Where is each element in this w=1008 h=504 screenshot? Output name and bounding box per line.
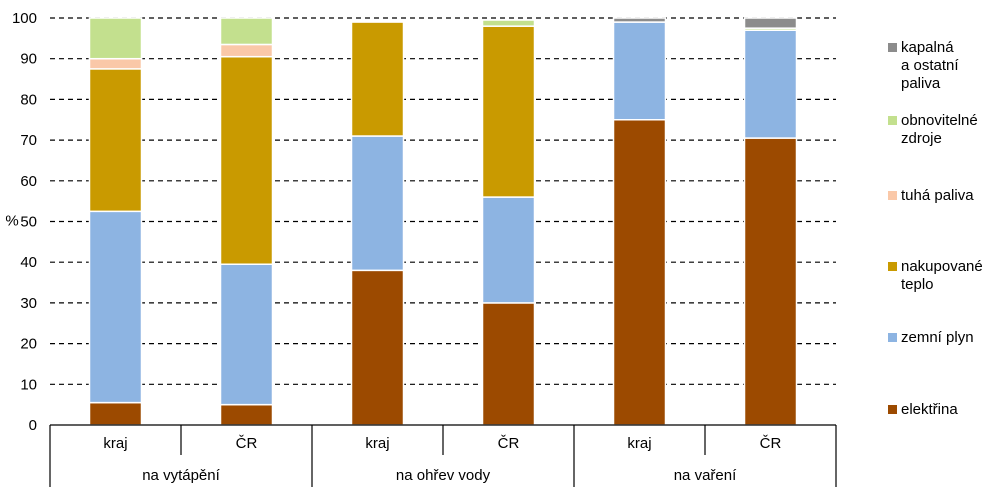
legend-item: nakupované teplo — [888, 258, 983, 293]
y-tick-label: 100 — [12, 10, 37, 27]
legend-item: zemní plyn — [888, 329, 974, 346]
x-tick-label: kraj — [365, 435, 389, 452]
bar-segment — [88, 401, 143, 426]
legend-label-line: obnovitelné — [901, 112, 978, 129]
bar-segment — [350, 135, 405, 272]
x-tick-label: kraj — [627, 435, 651, 452]
bar-segment — [219, 263, 274, 406]
legend-label: obnovitelné zdroje — [901, 112, 978, 147]
y-tick-label: 60 — [20, 173, 37, 190]
legend-label-line: elektřina — [901, 401, 958, 418]
group-label: na vytápění — [142, 467, 220, 484]
legend-label: tuhá paliva — [901, 187, 974, 204]
bar-segment — [219, 43, 274, 58]
bar-segment — [612, 21, 667, 121]
x-tick-label: ČR — [760, 435, 782, 452]
legend-label-line: zdroje — [901, 130, 942, 147]
bar-segment — [481, 19, 536, 27]
bars — [88, 17, 798, 426]
legend-label: kapalná a ostatní paliva — [901, 39, 959, 92]
bar-segment — [612, 119, 667, 426]
bar-segment — [612, 17, 667, 23]
group-label: na vaření — [674, 467, 737, 484]
legend-item: kapalná a ostatní paliva — [888, 39, 959, 92]
y-axis-label: % — [5, 213, 18, 230]
bar-segment — [219, 403, 274, 426]
x-axis — [49, 424, 837, 487]
bar-segment — [743, 137, 798, 426]
group-label: na ohřev vody — [396, 467, 491, 484]
bar-segment — [743, 29, 798, 139]
bar-segment — [219, 17, 274, 46]
legend-label-line: zemní plyn — [901, 329, 974, 346]
gridlines — [50, 17, 836, 385]
legend-label-line: paliva — [901, 75, 941, 92]
legend-label: zemní plyn — [901, 329, 974, 346]
x-tick-label: ČR — [498, 435, 520, 452]
legend-swatch — [888, 333, 897, 342]
bar-segment — [88, 17, 143, 60]
bar-segment — [481, 302, 536, 426]
y-tick-label: 20 — [20, 336, 37, 353]
bar-segment — [481, 196, 536, 304]
legend-item: tuhá paliva — [888, 187, 974, 204]
legend-label-line: tuhá paliva — [901, 187, 974, 204]
legend-swatch — [888, 43, 897, 52]
y-tick-label: 80 — [20, 91, 37, 108]
bar-segment — [743, 17, 798, 29]
legend-label: elektřina — [901, 401, 958, 418]
y-tick-label: 30 — [20, 295, 37, 312]
y-tick-label: 40 — [20, 254, 37, 271]
bar-segment — [88, 57, 143, 70]
x-tick-label: ČR — [236, 435, 258, 452]
bar-segment — [219, 55, 274, 265]
legend-item: elektřina — [888, 401, 958, 418]
bar-segment — [481, 25, 536, 198]
legend: kapalná a ostatní paliva obnovitelné zdroje t… — [888, 39, 983, 418]
legend-label-line: nakupované — [901, 258, 983, 275]
legend-item: obnovitelné zdroje — [888, 112, 978, 147]
x-tick-label: kraj — [103, 435, 127, 452]
legend-swatch — [888, 191, 897, 200]
bar-segment — [350, 21, 405, 137]
bar-segment — [88, 68, 143, 213]
y-tick-label: 50 — [20, 214, 37, 231]
bar-segment — [88, 210, 143, 404]
legend-swatch — [888, 405, 897, 414]
legend-swatch — [888, 116, 897, 125]
bar-segment — [350, 269, 405, 426]
y-tick-label: 70 — [20, 132, 37, 149]
legend-label-line: teplo — [901, 276, 934, 293]
legend-label: nakupované teplo — [901, 258, 983, 293]
legend-label-line: kapalná — [901, 39, 954, 56]
y-tick-label: 10 — [20, 376, 37, 393]
legend-label-line: a ostatní — [901, 57, 959, 74]
legend-swatch — [888, 262, 897, 271]
y-tick-label: 90 — [20, 51, 37, 68]
y-tick-label: 0 — [29, 417, 37, 434]
